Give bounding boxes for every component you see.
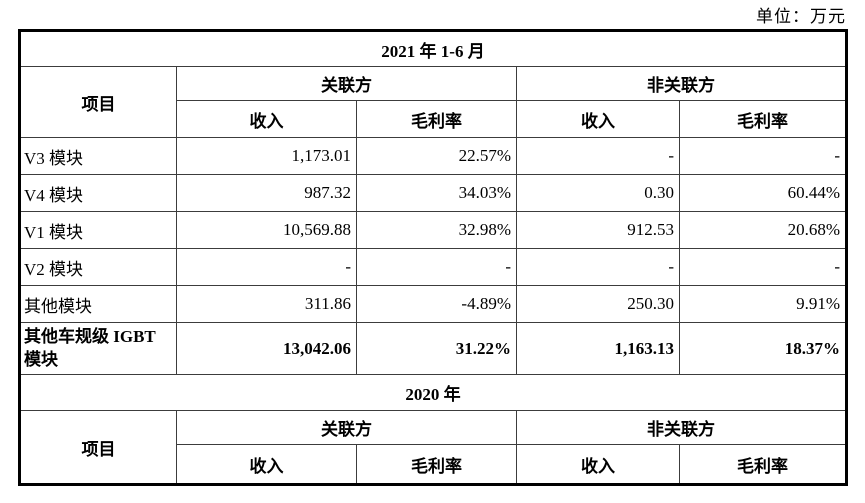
row-label: V1 模块 (19, 211, 177, 249)
row-label: 其他模块 (19, 285, 177, 323)
non-related-revenue-header-2020: 收入 (516, 444, 680, 485)
related-margin-value: 34.03% (356, 174, 517, 212)
non-related-revenue-value: - (516, 248, 680, 286)
non-related-revenue-header-2021: 收入 (516, 100, 680, 138)
non-related-margin-value: 18.37% (678, 322, 848, 375)
item-column-header-2020: 项目 (19, 410, 177, 485)
related-revenue-value: 13,042.06 (176, 322, 357, 375)
non-related-margin-header-2020: 毛利率 (678, 444, 848, 485)
non-related-revenue-value: 0.30 (516, 174, 680, 212)
non-related-party-header-2021: 非关联方 (515, 66, 848, 101)
table-row-v3: V3 模块 1,173.01 22.57% - - (19, 137, 848, 175)
related-revenue-header-2020: 收入 (176, 444, 357, 485)
metric-header-row-2021: 收入 毛利率 收入 毛利率 (20, 100, 848, 138)
non-related-margin-value: - (678, 248, 848, 286)
table-row-v4: V4 模块 987.32 34.03% 0.30 60.44% (19, 174, 848, 212)
non-related-revenue-value: 1,163.13 (516, 322, 680, 375)
period-2020-title: 2020 年 (18, 374, 848, 411)
row-label: V3 模块 (19, 137, 177, 175)
related-revenue-header-2021: 收入 (176, 100, 357, 138)
table-row-igbt-total: 其他车规级 IGBT 模块 13,042.06 31.22% 1,163.13 … (19, 322, 848, 375)
related-revenue-value: 1,173.01 (176, 137, 357, 175)
financial-table: 2021 年 1-6 月 项目 关联方 非关联方 收入 毛利率 收入 毛利率 V… (18, 29, 849, 486)
non-related-party-header-2020: 非关联方 (515, 410, 848, 445)
item-column-header-2021: 项目 (19, 66, 177, 138)
non-related-margin-value: 60.44% (678, 174, 848, 212)
non-related-margin-value: 20.68% (678, 211, 848, 249)
row-label: V4 模块 (19, 174, 177, 212)
table-row-v1: V1 模块 10,569.88 32.98% 912.53 20.68% (19, 211, 848, 249)
related-party-header-2020: 关联方 (176, 410, 517, 445)
party-header-row-2020: 项目 关联方 非关联方 (19, 410, 848, 485)
metric-header-row-2020: 收入 毛利率 收入 毛利率 (20, 444, 848, 485)
table-row-other-modules: 其他模块 311.86 -4.89% 250.30 9.91% (19, 285, 848, 323)
table-row-v2: V2 模块 - - - - (19, 248, 848, 286)
party-header-row-2021: 项目 关联方 非关联方 (19, 66, 848, 138)
related-revenue-value: 987.32 (176, 174, 357, 212)
related-revenue-value: 311.86 (176, 285, 357, 323)
period-2020-header-row: 2020 年 (18, 374, 848, 411)
related-revenue-value: - (176, 248, 357, 286)
row-label: V2 模块 (19, 248, 177, 286)
period-2021-header-row: 2021 年 1-6 月 (18, 30, 848, 67)
non-related-margin-header-2021: 毛利率 (678, 100, 848, 138)
non-related-revenue-value: 250.30 (516, 285, 680, 323)
period-2021-title: 2021 年 1-6 月 (18, 30, 848, 67)
related-margin-value: 31.22% (356, 322, 517, 375)
row-label: 其他车规级 IGBT 模块 (19, 322, 177, 375)
non-related-revenue-value: 912.53 (516, 211, 680, 249)
related-margin-value: - (356, 248, 517, 286)
related-margin-header-2020: 毛利率 (356, 444, 517, 485)
non-related-margin-value: 9.91% (678, 285, 848, 323)
non-related-margin-value: - (678, 137, 848, 175)
related-margin-value: 22.57% (356, 137, 517, 175)
related-revenue-value: 10,569.88 (176, 211, 357, 249)
related-party-header-2021: 关联方 (176, 66, 517, 101)
related-margin-header-2021: 毛利率 (356, 100, 517, 138)
unit-label: 单位：万元 (756, 7, 846, 26)
non-related-revenue-value: - (516, 137, 680, 175)
related-margin-value: 32.98% (356, 211, 517, 249)
related-margin-value: -4.89% (356, 285, 517, 323)
